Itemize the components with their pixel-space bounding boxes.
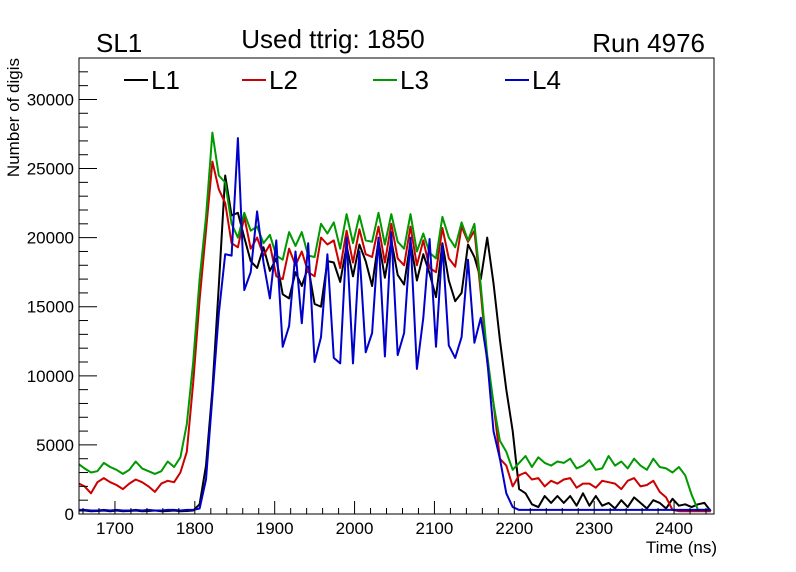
series-line-l4: [79, 137, 711, 512]
y-tick-label: 10000: [27, 367, 74, 386]
header-center: Used ttrig: 1850: [241, 24, 425, 54]
x-tick-label: 1900: [256, 519, 294, 538]
series-line-l2: [78, 160, 711, 513]
y-tick-label: 5000: [36, 436, 74, 455]
axes-layer: 1700 1800 1900 2000 2100 2200 2300 2400 0 5000 100…: [27, 57, 715, 538]
series-layer: [78, 131, 712, 513]
x-tick-label: 2100: [416, 519, 454, 538]
y-tick-label: 25000: [27, 160, 74, 179]
legend-label-l3: L3: [400, 65, 429, 95]
x-tick-label: 1800: [176, 519, 214, 538]
x-tick-label: 2200: [495, 519, 533, 538]
x-axis-label: Time (ns): [646, 538, 717, 557]
y-tick-label: 20000: [27, 229, 74, 248]
legend: L1 L2 L3 L4: [124, 65, 561, 95]
y-tick-label: 30000: [27, 90, 74, 109]
legend-label-l2: L2: [269, 65, 298, 95]
header-right: Run 4976: [592, 28, 705, 58]
x-tick-label: 1700: [96, 519, 134, 538]
x-tick-label: 2000: [336, 519, 374, 538]
header-left: SL1: [96, 28, 142, 58]
x-tick-label: 2400: [655, 519, 693, 538]
x-tick-label: 2300: [575, 519, 613, 538]
y-tick-label: 0: [65, 505, 74, 524]
legend-label-l1: L1: [151, 65, 180, 95]
plot-frame: [78, 57, 715, 515]
y-axis-label: Number of digis: [4, 58, 23, 177]
y-tick-label: 15000: [27, 298, 74, 317]
series-line-l3: [78, 131, 711, 511]
legend-label-l4: L4: [532, 65, 561, 95]
